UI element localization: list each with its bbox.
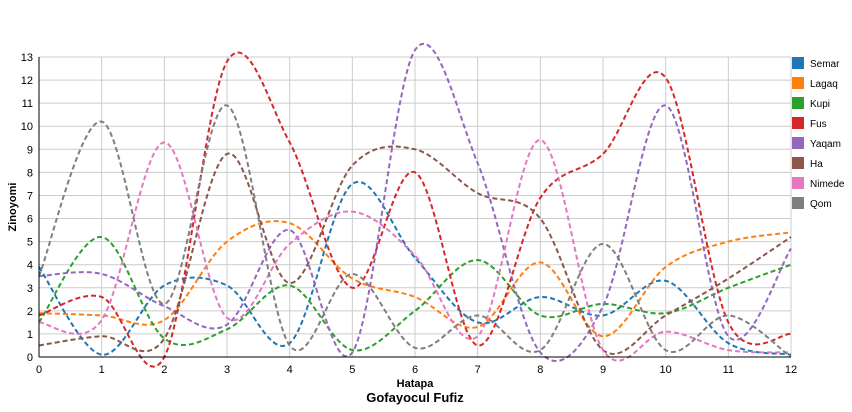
y-tick-label: 9 — [27, 144, 33, 156]
legend-swatch — [792, 97, 804, 109]
x-tick-label: 4 — [287, 364, 293, 376]
x-tick-label: 0 — [36, 364, 42, 376]
series-line-lagaq — [38, 220, 792, 338]
series-lines — [38, 42, 792, 368]
series-line-semar — [38, 180, 792, 356]
legend-label: Nimede — [810, 179, 845, 190]
series-line-ha — [38, 145, 792, 355]
y-tick-label: 11 — [22, 98, 33, 110]
series-line-qom — [38, 104, 792, 358]
legend-swatch — [792, 57, 804, 69]
series-line-fus — [38, 51, 792, 368]
x-tick-label: 2 — [161, 364, 167, 376]
x-tick-label: 8 — [537, 364, 543, 376]
x-tick-label: 3 — [224, 364, 230, 376]
legend-label: Yaqam — [810, 139, 841, 150]
series-line-nimede — [38, 139, 792, 362]
legend-swatch — [792, 117, 804, 129]
y-axis-label: Zinoyomi — [7, 183, 19, 232]
y-tick-label: 10 — [21, 121, 33, 133]
legend-swatch — [792, 197, 804, 209]
y-tick-label: 4 — [27, 260, 33, 272]
legend-swatch — [792, 157, 804, 169]
legend: Semar Lagaq Kupi Fus Yaqam Ha Nimede Qom — [792, 57, 845, 210]
x-tick-label: 10 — [660, 364, 672, 376]
series-line-kupi — [38, 235, 792, 352]
x-tick-label: 5 — [349, 364, 355, 376]
x-tick-label: 9 — [600, 364, 606, 376]
legend-label: Semar — [810, 59, 840, 70]
y-tick-label: 3 — [27, 283, 33, 295]
legend-label: Lagaq — [810, 79, 838, 90]
y-tick-label: 0 — [27, 352, 33, 364]
x-axis-label: Hatapa — [397, 378, 435, 390]
legend-swatch — [792, 177, 804, 189]
legend-swatch — [792, 137, 804, 149]
y-tick-label: 7 — [27, 190, 33, 202]
legend-label: Ha — [810, 159, 823, 170]
legend-label: Kupi — [810, 99, 830, 110]
legend-label: Qom — [810, 199, 832, 210]
legend-swatch — [792, 77, 804, 89]
series-line-yaqam — [38, 42, 792, 362]
x-tick-label: 6 — [412, 364, 418, 376]
x-tick-label: 7 — [475, 364, 481, 376]
chart-title: Gofayocul Fufiz — [366, 390, 464, 405]
y-tick-label: 8 — [27, 167, 33, 179]
y-tick-label: 13 — [21, 52, 33, 64]
y-tick-label: 6 — [27, 214, 33, 226]
legend-label: Fus — [810, 119, 827, 130]
y-tick-label: 1 — [27, 329, 33, 341]
y-tick-label: 5 — [27, 237, 33, 249]
y-tick-label: 2 — [27, 306, 33, 318]
x-tick-label: 12 — [785, 364, 797, 376]
grid — [38, 56, 792, 358]
x-tick-label: 1 — [99, 364, 105, 376]
x-tick-label: 11 — [723, 364, 734, 376]
y-tick-label: 12 — [21, 75, 33, 87]
